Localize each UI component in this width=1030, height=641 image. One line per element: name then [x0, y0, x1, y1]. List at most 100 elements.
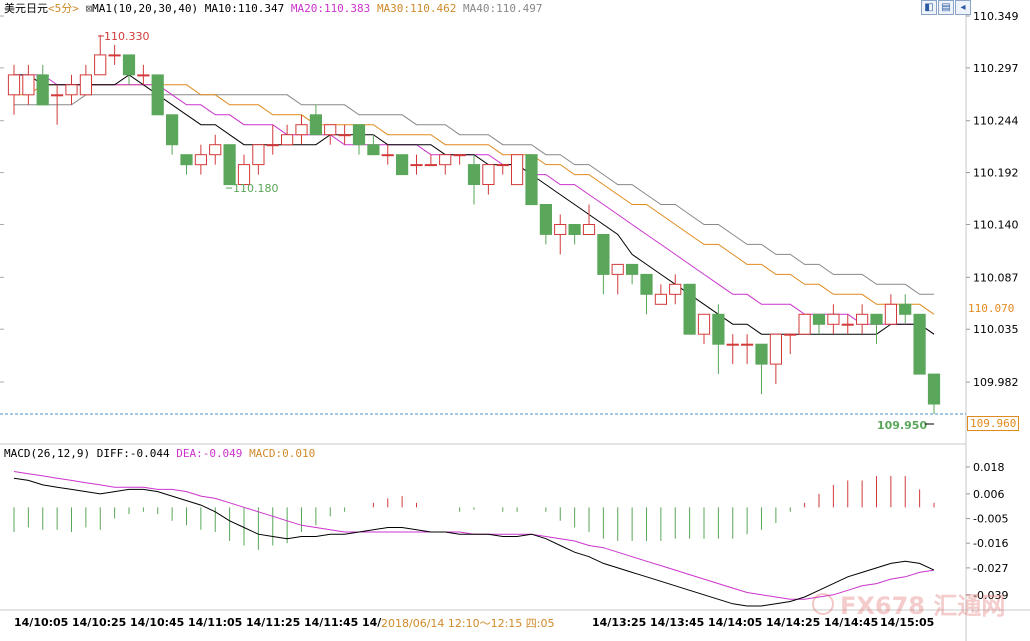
candle-body [539, 204, 552, 235]
macd-axis: 0.018 0.006 -0.005 -0.016 -0.027 -0.039 [966, 461, 1008, 602]
candle-body [194, 154, 208, 166]
macd-tick-label: -0.027 [973, 562, 1008, 575]
indicator-icon[interactable]: ⊠ [85, 2, 93, 15]
price-tick-label: 110.244 [973, 115, 1019, 128]
macd-value: MACD:0.010 [249, 447, 316, 460]
candle-body [856, 313, 869, 325]
candle-body [79, 74, 93, 96]
ma10-value: MA10:110.347 [204, 2, 285, 15]
candle-body [467, 164, 481, 186]
candle-body [798, 313, 811, 335]
candle-body [7, 74, 21, 96]
candle-body [697, 313, 711, 335]
time-label: 14/13:25 [592, 616, 647, 629]
period-label[interactable]: <5分> [48, 2, 79, 15]
last-low-annotation: 109.950 [877, 419, 927, 432]
candle-body [496, 164, 509, 167]
candle-body [281, 134, 294, 146]
candle-body [841, 323, 854, 326]
candle-body [209, 144, 222, 156]
candle-body [669, 283, 682, 295]
high-annotation: 110.330 [104, 30, 150, 43]
candle-body [338, 134, 351, 137]
candle-body [568, 224, 581, 235]
diff-line [13, 477, 935, 607]
list-icon[interactable]: ▤ [938, 0, 954, 15]
candle-body [381, 154, 394, 157]
candle-body [122, 54, 136, 76]
time-label: 14/11:05 [188, 616, 243, 629]
time-label: 14/15:05 [880, 616, 935, 629]
diff-value: DIFF:-0.044 [96, 447, 170, 460]
candle-body [755, 343, 768, 365]
price-tick-label: 109.982 [973, 376, 1019, 389]
macd-histogram [13, 475, 935, 550]
candle-body [237, 164, 251, 186]
candle-body [223, 144, 236, 186]
current-price-tag: 109.960 [967, 416, 1020, 431]
candle-body [525, 154, 538, 206]
candle-body [827, 313, 840, 325]
candle-body [424, 164, 437, 167]
candlesticks [7, 34, 941, 414]
time-label: 14/14:25 [766, 616, 821, 629]
candle-body [309, 114, 322, 136]
time-label: 14/10:45 [130, 616, 185, 629]
expand-icon[interactable]: ◂ [955, 0, 971, 15]
candle-body [482, 164, 495, 186]
dea-value: DEA:-0.049 [176, 447, 243, 460]
ma-label: MA1(10,20,30,40) [92, 2, 199, 15]
candle-body [352, 124, 366, 146]
macd-lines [13, 471, 935, 607]
candle-body [511, 154, 524, 186]
watermark-text: FX678 汇通网 [840, 592, 1005, 620]
candle-body [654, 293, 667, 305]
candle-body [582, 224, 596, 235]
candle-body [439, 154, 452, 166]
time-label: 14/11:25 [246, 616, 301, 629]
price-tick-label: 110.192 [973, 167, 1019, 180]
time-tooltip: 2018/06/14 12:10～12:15 四:05 [381, 617, 555, 630]
candle-body [410, 164, 423, 167]
time-label: 14/14:05 [708, 616, 763, 629]
ma40-line-path [14, 94, 934, 295]
macd-tick-label: 0.018 [973, 461, 1005, 474]
ma40-value: MA40:110.497 [463, 2, 543, 15]
symbol-label[interactable]: 美元日元 [4, 2, 48, 15]
chart-header: 美元日元<5分> ⊠MA1(10,20,30,40) MA10:110.347 … [4, 0, 543, 15]
ma30-line [14, 84, 935, 315]
macd-tick-label: -0.016 [973, 537, 1008, 550]
low-annotation: 110.180 [233, 182, 279, 195]
price-tick-label: 110.035 [973, 323, 1019, 336]
macd-name: MACD(26,12,9) [4, 447, 91, 460]
macd-tick-label: 0.006 [973, 488, 1005, 501]
candle-body [367, 144, 380, 156]
ma-price-tag: 110.070 [968, 302, 1015, 315]
candle-body [166, 114, 179, 146]
watermark-logo-icon [812, 593, 834, 615]
candle-body [899, 303, 912, 315]
candle-body [597, 234, 610, 275]
time-label: 14/ [362, 616, 382, 629]
price-axis: 110.349 110.297 110.244 110.192 110.140 110.0… [0, 10, 1019, 389]
time-label: 14/10:05 [14, 616, 69, 629]
time-label: 14/14:45 [824, 616, 879, 629]
time-label: 14/10:25 [72, 616, 127, 629]
candle-body [913, 313, 926, 375]
candle-body [611, 263, 624, 275]
watermark: FX678 汇通网 [812, 592, 1005, 620]
candle-body [453, 154, 466, 157]
ma20-value: MA20:110.383 [290, 2, 371, 15]
candle-body [94, 54, 107, 76]
ma30-value: MA30:110.462 [376, 2, 457, 15]
candle-body [554, 224, 567, 235]
macd-tick-label: -0.005 [973, 513, 1008, 526]
candle-body [65, 84, 78, 96]
settings-icon[interactable]: ◧ [921, 0, 937, 15]
candle-body [36, 74, 49, 106]
candle-body [683, 283, 696, 335]
candle-body [252, 144, 265, 166]
macd-tick-label: -0.039 [973, 589, 1008, 602]
